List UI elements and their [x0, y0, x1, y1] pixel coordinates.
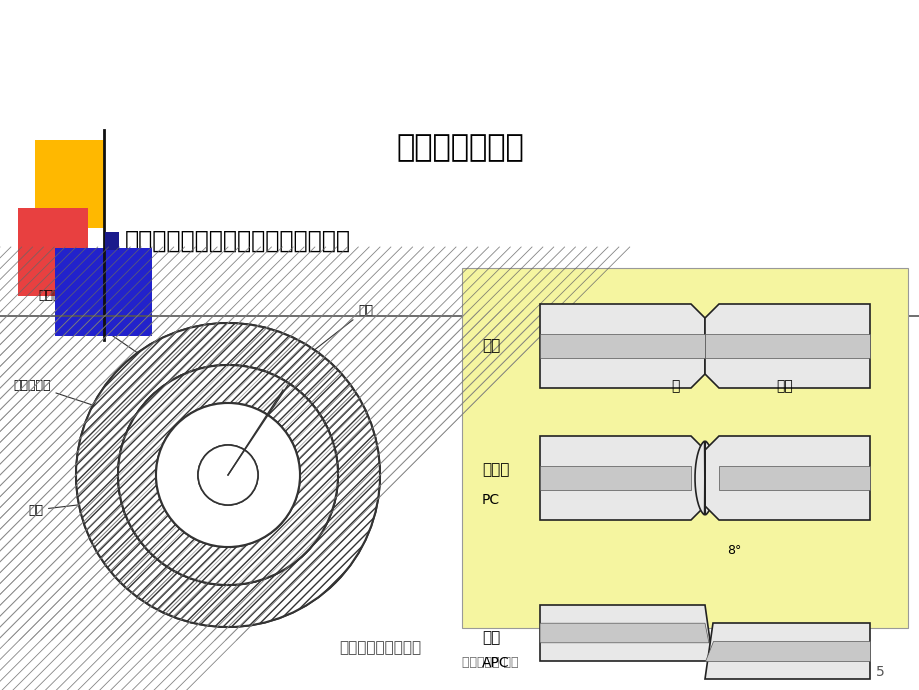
- Bar: [719, 466, 869, 490]
- Bar: [105, 232, 119, 250]
- Circle shape: [76, 323, 380, 627]
- Text: 凸球面: 凸球面: [482, 462, 509, 477]
- Text: PC: PC: [482, 493, 500, 507]
- Text: APC: APC: [482, 656, 509, 670]
- Polygon shape: [704, 334, 869, 357]
- Bar: [35, 140, 105, 228]
- Circle shape: [198, 445, 257, 505]
- Polygon shape: [539, 304, 704, 388]
- Polygon shape: [539, 436, 714, 520]
- Bar: [55, 248, 152, 336]
- Circle shape: [118, 365, 337, 585]
- Polygon shape: [694, 436, 869, 520]
- Polygon shape: [704, 304, 869, 388]
- Circle shape: [156, 403, 300, 547]
- Circle shape: [156, 403, 300, 547]
- Circle shape: [118, 365, 337, 585]
- Circle shape: [118, 365, 337, 585]
- Bar: [18, 208, 88, 296]
- Polygon shape: [704, 623, 869, 679]
- Polygon shape: [704, 641, 869, 661]
- Circle shape: [198, 445, 257, 505]
- Text: 石英毛细管: 石英毛细管: [13, 379, 135, 419]
- Text: 5: 5: [875, 665, 883, 679]
- Text: 接口零件、光纤插针和对中三部分。: 接口零件、光纤插针和对中三部分。: [125, 229, 351, 253]
- Text: 光纤通信器 最新: 光纤通信器 最新: [461, 656, 517, 669]
- Text: 芯: 芯: [670, 379, 678, 393]
- Text: 平面: 平面: [482, 339, 500, 353]
- Circle shape: [76, 323, 380, 627]
- Text: 包皮: 包皮: [776, 379, 792, 393]
- Polygon shape: [539, 334, 704, 357]
- Bar: [461, 268, 907, 628]
- Polygon shape: [539, 623, 709, 643]
- Text: 胶层: 胶层: [310, 304, 372, 353]
- Text: 插针结构及端面形状: 插针结构及端面形状: [338, 640, 421, 656]
- Bar: [539, 466, 690, 490]
- Text: 斜面: 斜面: [482, 631, 500, 646]
- Text: 活动连接器结构: 活动连接器结构: [396, 133, 523, 163]
- Text: 8°: 8°: [726, 544, 741, 558]
- Text: 金属套管: 金属套管: [38, 288, 145, 358]
- Text: 光纤: 光纤: [28, 491, 200, 517]
- Polygon shape: [539, 605, 712, 661]
